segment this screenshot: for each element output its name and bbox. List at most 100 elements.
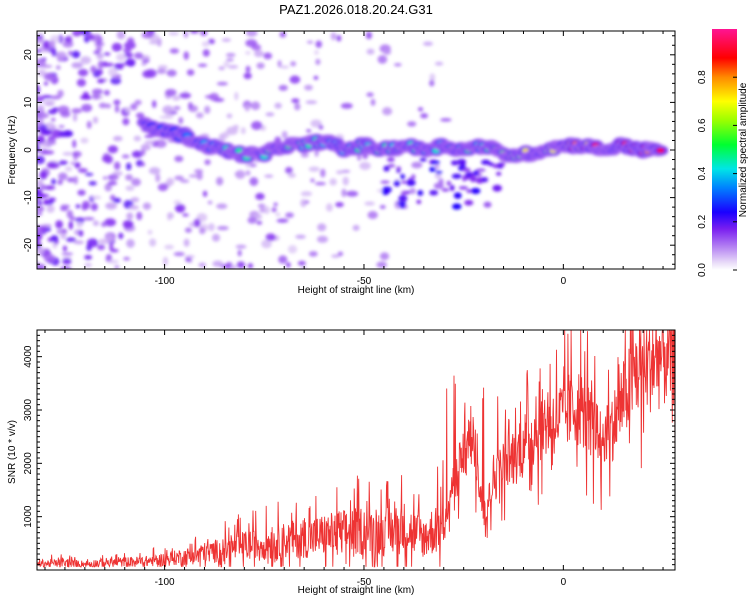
heatmap-noise-cell [342, 176, 349, 186]
heatmap-noise-cell [86, 120, 92, 129]
heatmap-noise-cell [208, 223, 215, 232]
heatmap-noise-cell [113, 161, 121, 171]
heatmap-noise-cell [122, 117, 130, 126]
heatmap-noise-cell [331, 254, 341, 258]
heatmap-noise-cell [126, 37, 135, 46]
heatmap-noise-cell [236, 261, 246, 269]
heatmap-noise-cell [55, 220, 64, 229]
heatmap-noise-cell [180, 179, 190, 183]
heatmap-noise-cell [316, 235, 329, 243]
heatmap-noise-cell [196, 171, 203, 181]
heatmap-noise-cell [77, 168, 88, 173]
heatmap-noise-cell [313, 75, 319, 80]
heatmap-noise-cell [37, 200, 43, 206]
heatmap-noise-cell [352, 224, 360, 231]
heatmap-noise-cell [174, 203, 186, 213]
heatmap-noise-cell [80, 137, 89, 144]
heatmap-noise-cell [149, 238, 157, 247]
heatmap-noise-cell [43, 198, 49, 206]
heatmap-branch-cell [435, 170, 443, 175]
colorbar-tick-label: 0.6 [697, 118, 708, 132]
heatmap-noise-cell [107, 259, 119, 264]
heatmap-noise-cell [276, 218, 289, 223]
heatmap-noise-cell [420, 113, 429, 119]
heatmap-noise-cell [124, 221, 131, 227]
heatmap-branch-cell [387, 163, 396, 168]
y-tick-label: 3000 [23, 398, 34, 421]
heatmap-noise-cell [41, 226, 47, 230]
heatmap-noise-cell [211, 233, 221, 242]
heatmap-noise-cell [37, 155, 45, 165]
heatmap-noise-cell [57, 179, 63, 185]
heatmap-noise-cell [174, 155, 184, 163]
heatmap-noise-cell [166, 69, 177, 77]
heatmap-noise-cell [104, 183, 112, 192]
heatmap-noise-cell [376, 261, 388, 269]
heatmap-noise-cell [383, 49, 392, 55]
heatmap-noise-cell [135, 112, 145, 119]
snr-panel: -100 -50 0 1000 2000 3000 4000 Height of stra… [7, 329, 676, 596]
colorbar-tick-label: 0.0 [697, 263, 708, 277]
heatmap-noise-cell [123, 256, 131, 261]
heatmap-noise-cell [341, 188, 347, 198]
heatmap-branch-cell [501, 162, 506, 167]
heatmap-noise-cell [216, 81, 228, 86]
heatmap-noise-cell [68, 220, 74, 230]
heatmap-noise-cell [64, 166, 73, 172]
heatmap-noise-cell [141, 31, 154, 39]
heatmap-noise-cell [42, 40, 51, 49]
heatmap-noise-cell [204, 105, 211, 114]
heatmap-noise-cell [88, 181, 97, 186]
heatmap-noise-cell [290, 61, 297, 67]
heatmap-noise-cell [295, 234, 306, 239]
heatmap-noise-cell [198, 262, 207, 268]
heatmap-branch-cell [429, 166, 436, 172]
heatmap-noise-cell [129, 205, 140, 210]
heatmap-noise-cell [264, 174, 274, 178]
heatmap-noise-cell [197, 63, 208, 68]
heatmap-branch-cell [417, 190, 424, 196]
heatmap-noise-cell [335, 202, 344, 208]
heatmap-branch-cell [476, 168, 486, 172]
heatmap-noise-cell [46, 204, 55, 213]
heatmap-noise-cell [50, 235, 59, 242]
heatmap-noise-cell [173, 200, 182, 205]
heatmap-noise-cell [253, 49, 264, 58]
colorbar-tick-label: 0.8 [697, 70, 708, 84]
heatmap-noise-cell [304, 200, 310, 204]
heatmap-noise-cell [434, 172, 442, 180]
heatmap-noise-cell [144, 140, 156, 145]
heatmap-noise-cell [178, 116, 184, 125]
snr-frame [36, 329, 676, 571]
heatmap-branch-cell [462, 168, 471, 172]
heatmap-noise-cell [243, 72, 252, 80]
heatmap-noise-cell [48, 40, 56, 49]
heatmap-noise-cell [75, 204, 81, 209]
heatmap-noise-cell [278, 84, 288, 91]
heatmap-branch-cell [492, 184, 502, 192]
heatmap-noise-cell [340, 102, 353, 109]
heatmap-noise-cell [320, 168, 326, 178]
heatmap-branch-cell [449, 184, 455, 192]
heatmap-noise-cell [61, 252, 74, 256]
heatmap-noise-cell [98, 69, 104, 75]
heatmap-noise-cell [186, 69, 195, 76]
heatmap-branch-cell [396, 201, 407, 205]
heatmap-noise-cell [43, 72, 56, 81]
heatmap-noise-cell [271, 207, 277, 213]
heatmap-branch-cell [452, 203, 462, 210]
x-tick-label: -50 [357, 276, 372, 287]
heatmap-noise-cell [62, 245, 68, 252]
heatmap-noise-cell [84, 262, 92, 268]
heatmap-noise-cell [422, 41, 433, 46]
heatmap-noise-cell [141, 62, 147, 66]
y-tick-label: -10 [23, 190, 34, 205]
heatmap-noise-cell [155, 173, 161, 183]
heatmap-branch-cell [398, 195, 408, 202]
heatmap-branch-cell [393, 180, 401, 187]
heatmap-branch-cell [487, 162, 494, 167]
heatmap-noise-cell [165, 88, 177, 97]
heatmap-noise-cell [72, 31, 82, 37]
heatmap-noise-cell [108, 67, 118, 77]
heatmap-noise-cell [40, 184, 47, 191]
